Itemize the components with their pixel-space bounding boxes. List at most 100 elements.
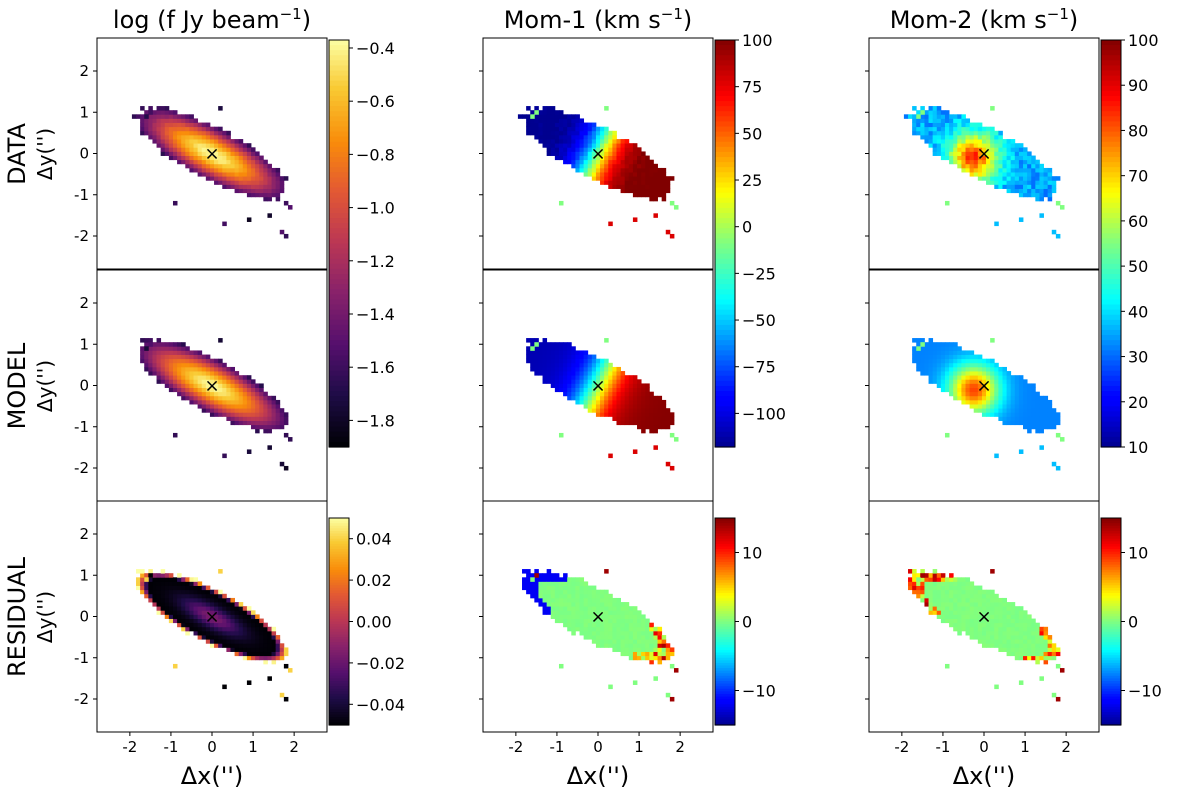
map-pixel <box>558 110 564 115</box>
map-pixel <box>632 622 638 628</box>
center-marker: × <box>204 144 219 165</box>
map-pixel <box>579 371 585 376</box>
map-pixel <box>230 172 235 177</box>
map-pixel <box>205 622 211 628</box>
map-pixel <box>156 350 162 355</box>
map-pixel <box>579 399 585 405</box>
map-pixel <box>222 371 227 376</box>
map-pixel <box>156 338 162 343</box>
map-pixel <box>940 350 946 355</box>
map-pixel <box>1039 626 1044 632</box>
map-pixel <box>1051 412 1057 417</box>
map-pixel <box>567 622 572 628</box>
map-pixel <box>583 130 589 136</box>
map-pixel <box>912 585 917 591</box>
map-pixel <box>1006 180 1012 185</box>
map-pixel <box>140 346 145 351</box>
map-pixel <box>530 342 535 347</box>
map-pixel <box>940 346 946 351</box>
map-pixel <box>168 618 174 624</box>
map-pixel <box>193 134 199 140</box>
map-pixel <box>961 155 966 161</box>
map-pixel <box>595 635 601 640</box>
map-pixel <box>156 106 162 111</box>
map-pixel <box>632 395 638 401</box>
map-pixel <box>977 366 983 372</box>
map-pixel <box>205 362 211 368</box>
map-pixel <box>181 151 186 156</box>
map-pixel <box>193 130 199 136</box>
map-pixel <box>185 391 190 397</box>
map-pixel <box>558 610 564 615</box>
map-pixel <box>152 585 157 591</box>
map-pixel <box>920 581 925 586</box>
outlier-pixel <box>604 569 609 574</box>
map-pixel <box>969 630 975 636</box>
map-pixel <box>172 126 178 132</box>
map-pixel <box>575 610 580 615</box>
map-pixel <box>637 399 642 405</box>
map-pixel <box>242 167 248 173</box>
map-pixel <box>1002 404 1007 409</box>
map-pixel <box>990 383 995 388</box>
map-pixel <box>928 346 934 351</box>
map-pixel <box>961 371 966 376</box>
map-pixel <box>259 391 264 397</box>
map-pixel <box>246 375 252 380</box>
outlier-pixel <box>665 461 671 467</box>
map-pixel <box>583 622 589 628</box>
map-pixel <box>981 147 987 152</box>
map-pixel <box>185 147 190 152</box>
map-pixel <box>990 589 995 595</box>
map-pixel <box>534 126 539 132</box>
map-pixel <box>226 643 231 648</box>
map-pixel <box>575 614 580 619</box>
map-pixel <box>924 597 929 603</box>
map-pixel <box>1031 643 1036 648</box>
map-pixel <box>936 139 942 144</box>
map-pixel <box>234 184 240 189</box>
map-pixel <box>632 643 638 648</box>
map-pixel <box>965 143 971 148</box>
map-pixel <box>193 602 199 607</box>
map-pixel <box>932 118 938 123</box>
map-pixel <box>242 155 248 161</box>
map-pixel <box>1018 606 1024 611</box>
map-pixel <box>197 167 203 173</box>
map-pixel <box>189 126 194 132</box>
map-pixel <box>1023 614 1028 619</box>
map-pixel <box>624 395 630 401</box>
outlier-pixel <box>1051 229 1057 235</box>
map-pixel <box>940 114 946 119</box>
map-pixel <box>201 589 207 595</box>
map-pixel <box>214 404 219 409</box>
map-pixel <box>969 130 975 136</box>
map-pixel <box>632 416 638 421</box>
map-pixel <box>168 139 174 144</box>
map-pixel <box>209 391 215 397</box>
map-pixel <box>1031 176 1036 181</box>
map-pixel <box>214 639 219 644</box>
map-pixel <box>591 618 597 624</box>
map-pixel <box>961 585 966 591</box>
map-pixel <box>263 655 268 661</box>
map-pixel <box>160 114 166 119</box>
map-pixel <box>538 354 543 360</box>
map-pixel <box>255 188 260 194</box>
map-pixel <box>990 155 995 161</box>
colorbar-tick-label: −25 <box>742 264 776 283</box>
map-pixel <box>575 159 580 165</box>
map-pixel <box>616 597 621 603</box>
map-pixel <box>1014 184 1020 189</box>
map-pixel <box>267 184 272 189</box>
map-pixel <box>181 395 186 401</box>
map-pixel <box>563 151 568 156</box>
map-pixel <box>558 143 564 148</box>
map-pixel <box>936 602 942 607</box>
map-pixel <box>275 172 281 177</box>
map-pixel <box>981 143 987 148</box>
map-pixel <box>669 416 675 421</box>
map-pixel <box>209 404 215 409</box>
map-pixel <box>998 626 1003 632</box>
map-pixel <box>136 585 141 591</box>
